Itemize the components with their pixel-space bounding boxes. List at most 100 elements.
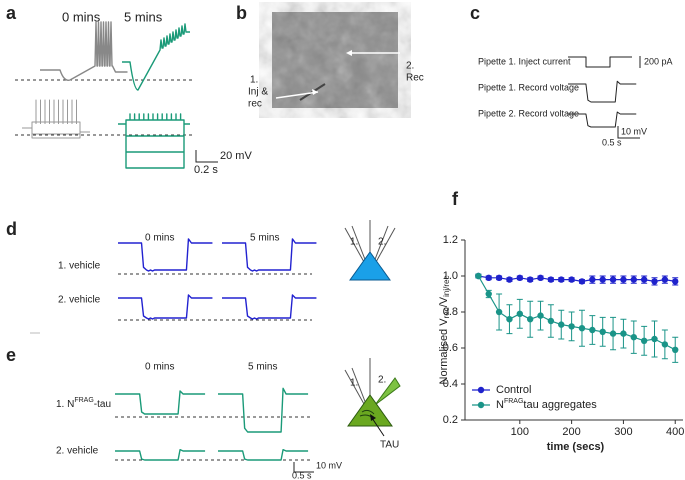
panel-label: f: [452, 189, 459, 209]
annotation: Rec: [406, 73, 424, 84]
point: [640, 276, 648, 283]
point: [516, 274, 524, 281]
y-axis-title-part: /V: [438, 296, 450, 307]
point: [526, 316, 534, 323]
y-axis-title-part: inj/rec: [442, 276, 451, 297]
point: [568, 323, 575, 330]
y-tick-label: 0.8: [443, 306, 458, 318]
pipette-label: 2.: [378, 375, 386, 386]
chart: 0.2 0.4 0.6 0.8 1.0 1.2 100 200 300 400 time (secs…: [438, 234, 685, 453]
pipette-label: 1.: [350, 378, 358, 389]
legend-label-part: FRAG: [504, 398, 523, 405]
y-axis-title-part: rec: [442, 307, 451, 318]
pipette: [373, 225, 389, 263]
annotation: 2.: [406, 61, 414, 72]
row-label: 1. NFRAG-tau: [56, 397, 111, 410]
arrow: [275, 91, 319, 99]
pipette: [375, 227, 396, 263]
micrograph-texture: [272, 12, 398, 108]
y-tick-label: 0.4: [443, 378, 458, 390]
trace: [222, 238, 317, 272]
time-label: 5 mins: [124, 9, 163, 24]
point: [547, 317, 555, 325]
point: [599, 328, 606, 335]
y-tick-label: 0.2: [443, 414, 458, 426]
trace: [568, 56, 632, 68]
pipette: [344, 227, 365, 263]
annotation: rec: [248, 99, 262, 110]
point: [558, 276, 565, 283]
annotation: Inj &: [248, 87, 268, 98]
scale-bar: [617, 126, 640, 139]
scale-bar: [293, 462, 314, 473]
trace: [222, 294, 317, 320]
trace: [40, 21, 128, 81]
pipette: [351, 367, 367, 405]
scale-label: 10 mV: [621, 126, 647, 136]
x-axis-title: time (secs): [547, 441, 605, 453]
point: [578, 278, 586, 285]
scale-bar: [195, 150, 218, 163]
time-label: 5 mins: [250, 233, 279, 244]
y-axis-title: Normalised Vrec/Vinj/rec: [438, 276, 451, 385]
point: [485, 274, 492, 281]
scale-label: 10 mV: [316, 460, 342, 470]
point: [526, 276, 534, 283]
neuron: [349, 251, 391, 281]
legend-label: NFRAGtau aggregates: [496, 398, 597, 411]
y-tick-label: 0.6: [443, 342, 458, 354]
point: [485, 290, 492, 298]
time-label: 0 mins: [145, 233, 174, 244]
row-label: Pipette 1. Inject current: [478, 56, 571, 66]
trace: [118, 294, 213, 320]
scale-label: 20 mV: [220, 150, 252, 162]
row-label: 2. vehicle: [58, 295, 101, 306]
traces: [115, 387, 309, 461]
y-tick-label: 1.0: [443, 270, 458, 282]
point: [558, 321, 565, 328]
row-label: Pipette 1. Record voltage: [478, 82, 579, 92]
annotation: 1.: [250, 75, 258, 86]
annotation: TAU: [380, 440, 399, 451]
scale-label: 0.5 s: [602, 137, 622, 147]
trace: [118, 113, 190, 169]
arrowhead: [370, 414, 376, 421]
point: [495, 274, 503, 281]
point: [651, 335, 658, 343]
point: [630, 334, 637, 341]
trace: [568, 80, 637, 103]
point: [672, 346, 679, 353]
point: [475, 272, 482, 280]
row-label: 2. vehicle: [56, 446, 99, 457]
scale-label: 200 pA: [644, 56, 673, 66]
row-label-sup: FRAG: [74, 397, 93, 404]
point: [537, 312, 544, 319]
arrow: [371, 417, 385, 437]
legend-marker: [477, 401, 485, 409]
trace: [115, 390, 206, 415]
point: [537, 274, 544, 281]
y-tick-label: 1.2: [443, 234, 458, 246]
point: [568, 276, 575, 283]
point: [609, 276, 617, 283]
scale-label: 0.5 s: [292, 470, 312, 480]
point: [589, 276, 596, 283]
legend-marker: [477, 386, 485, 394]
point: [589, 326, 596, 334]
point: [620, 276, 627, 283]
x-tick-label: 300: [614, 426, 632, 438]
point: [506, 316, 513, 323]
point: [640, 337, 648, 344]
arrowhead: [346, 50, 352, 56]
panel-label: a: [6, 3, 17, 23]
point: [661, 341, 669, 348]
point: [495, 308, 503, 316]
point: [506, 276, 513, 283]
trace: [22, 99, 90, 139]
panel-label: d: [6, 219, 17, 239]
panel-label: b: [236, 3, 247, 23]
neuron: [347, 394, 393, 427]
trace: [122, 23, 190, 91]
arrowhead: [312, 89, 318, 95]
